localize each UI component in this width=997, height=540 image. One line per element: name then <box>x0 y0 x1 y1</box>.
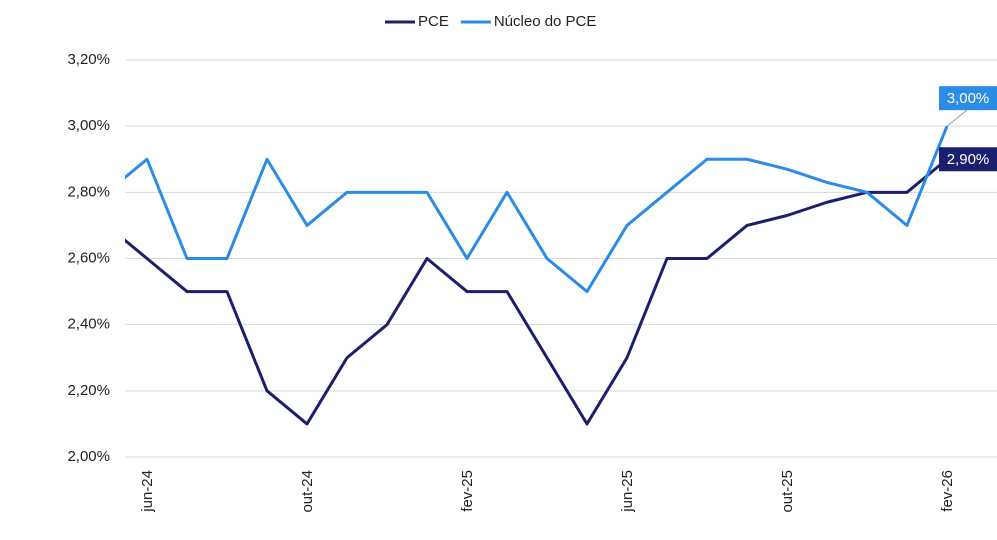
value-label: 3,00% <box>947 90 990 107</box>
y-tick-label: 2,80% <box>67 183 110 200</box>
x-tick-label: jun-25 <box>619 470 636 513</box>
plot-area <box>125 125 949 426</box>
legend-label: PCE <box>418 13 449 30</box>
y-tick-label: 2,40% <box>67 316 110 333</box>
y-tick-label: 2,00% <box>67 448 110 465</box>
value-label-box <box>939 147 997 172</box>
x-tick-label: fev-25 <box>459 470 476 512</box>
value-label: 2,90% <box>947 151 990 168</box>
x-tick-label: fev-26 <box>939 470 956 512</box>
x-tick-label: out-24 <box>299 470 316 513</box>
legend-label: Núcleo do PCE <box>494 13 597 30</box>
value-label-box <box>939 86 997 111</box>
x-tick-label: jun-24 <box>139 470 156 513</box>
series-line <box>125 125 949 294</box>
y-tick-label: 2,20% <box>67 382 110 399</box>
y-tick-label: 3,00% <box>67 117 110 134</box>
y-tick-label: 2,60% <box>67 249 110 266</box>
label-leader <box>946 109 968 127</box>
x-tick-label: out-25 <box>779 470 796 513</box>
y-tick-label: 3,20% <box>67 51 110 68</box>
series-line <box>125 158 948 426</box>
